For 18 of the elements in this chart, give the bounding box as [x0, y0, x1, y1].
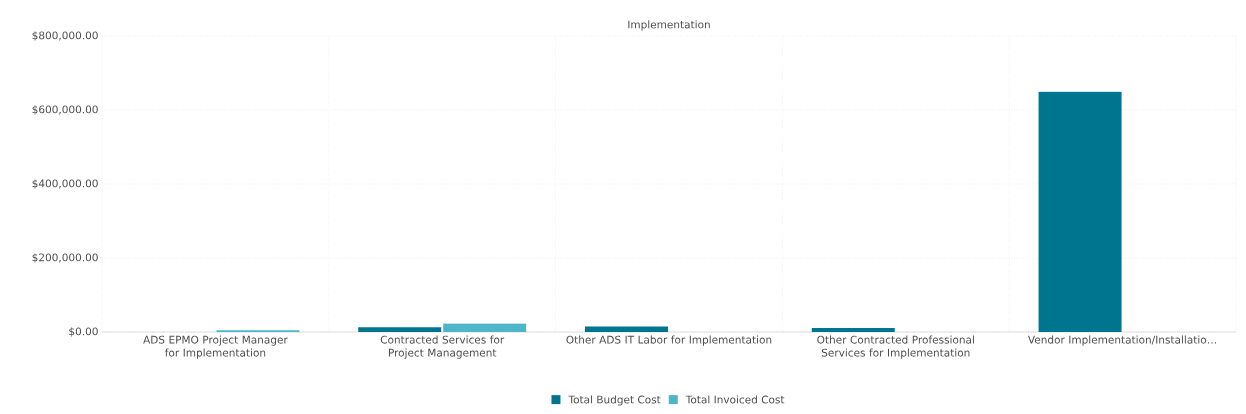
y-tick-label: $800,000.00: [32, 31, 98, 41]
bar: [443, 323, 527, 332]
y-tick-label: $0.00: [69, 327, 98, 337]
y-tick-label: $400,000.00: [32, 179, 98, 189]
bar: [811, 327, 895, 332]
bar: [358, 327, 442, 332]
bar: [1038, 91, 1122, 332]
y-tick-label: $600,000.00: [32, 105, 98, 115]
x-tick-label: Contracted Services for Project Management: [380, 335, 505, 359]
legend-label: Total Budget Cost: [568, 395, 661, 406]
y-tick-label: $200,000.00: [32, 253, 98, 263]
bar: [584, 326, 668, 332]
x-tick-label: Other Contracted Professional Services for Implementation: [817, 335, 974, 359]
x-tick-label: Vendor Implementation/Installatio…: [1027, 335, 1217, 346]
x-tick-label: ADS EPMO Project Manager for Implementation: [143, 335, 288, 359]
legend-label: Total Invoiced Cost: [685, 395, 785, 404]
x-tick-label: Other ADS IT Labor for Implementation: [566, 335, 772, 346]
chart-title: Implementation: [628, 20, 710, 31]
